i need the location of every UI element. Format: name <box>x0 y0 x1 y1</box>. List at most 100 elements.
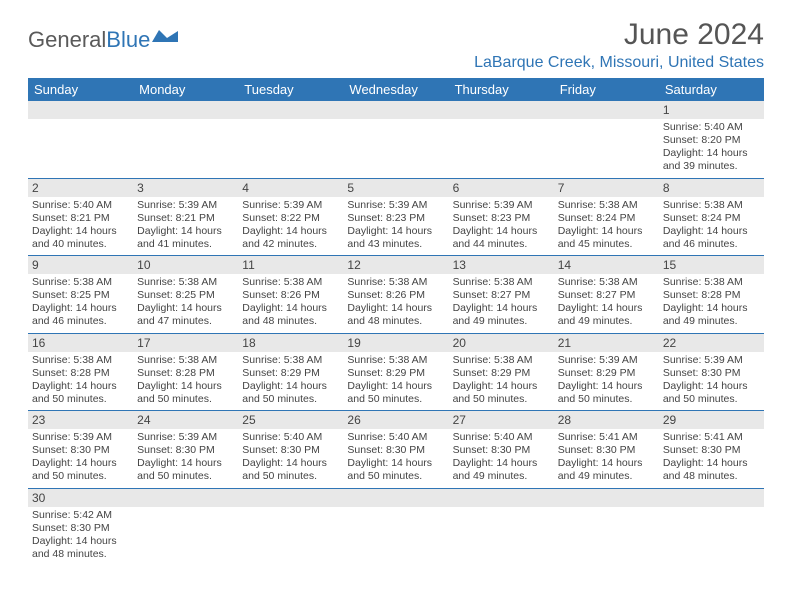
calendar-cell: 23Sunrise: 5:39 AMSunset: 8:30 PMDayligh… <box>28 411 133 489</box>
header-row: GeneralBlue June 2024 LaBarque Creek, Mi… <box>28 18 764 72</box>
calendar-cell <box>238 488 343 565</box>
daylight-text: Daylight: 14 hours <box>137 302 234 315</box>
daylight-text: Daylight: 14 hours <box>453 457 550 470</box>
calendar-cell: 13Sunrise: 5:38 AMSunset: 8:27 PMDayligh… <box>449 256 554 334</box>
sunset-text: Sunset: 8:30 PM <box>347 444 444 457</box>
calendar-week: 9Sunrise: 5:38 AMSunset: 8:25 PMDaylight… <box>28 256 764 334</box>
day-number-empty <box>28 101 133 119</box>
calendar-cell: 2Sunrise: 5:40 AMSunset: 8:21 PMDaylight… <box>28 178 133 256</box>
daylight-text: and 50 minutes. <box>32 393 129 406</box>
day-body: Sunrise: 5:38 AMSunset: 8:24 PMDaylight:… <box>659 197 764 256</box>
day-number-empty <box>238 101 343 119</box>
daylight-text: Daylight: 14 hours <box>453 225 550 238</box>
day-number-empty <box>133 101 238 119</box>
daylight-text: Daylight: 14 hours <box>242 457 339 470</box>
day-number-empty <box>343 489 448 507</box>
daylight-text: and 48 minutes. <box>242 315 339 328</box>
day-number: 14 <box>554 256 659 274</box>
daylight-text: and 50 minutes. <box>242 470 339 483</box>
calendar-week: 1Sunrise: 5:40 AMSunset: 8:20 PMDaylight… <box>28 101 764 178</box>
daylight-text: and 49 minutes. <box>663 315 760 328</box>
daylight-text: and 42 minutes. <box>242 238 339 251</box>
calendar-cell <box>659 488 764 565</box>
calendar-cell: 26Sunrise: 5:40 AMSunset: 8:30 PMDayligh… <box>343 411 448 489</box>
day-number: 12 <box>343 256 448 274</box>
daylight-text: Daylight: 14 hours <box>663 380 760 393</box>
day-body: Sunrise: 5:38 AMSunset: 8:28 PMDaylight:… <box>133 352 238 411</box>
day-number: 15 <box>659 256 764 274</box>
daylight-text: and 50 minutes. <box>558 393 655 406</box>
daylight-text: Daylight: 14 hours <box>347 225 444 238</box>
daylight-text: and 48 minutes. <box>347 315 444 328</box>
sunrise-text: Sunrise: 5:38 AM <box>32 276 129 289</box>
calendar-cell: 25Sunrise: 5:40 AMSunset: 8:30 PMDayligh… <box>238 411 343 489</box>
day-body: Sunrise: 5:38 AMSunset: 8:27 PMDaylight:… <box>449 274 554 333</box>
calendar-cell: 24Sunrise: 5:39 AMSunset: 8:30 PMDayligh… <box>133 411 238 489</box>
daylight-text: Daylight: 14 hours <box>558 457 655 470</box>
calendar-cell: 19Sunrise: 5:38 AMSunset: 8:29 PMDayligh… <box>343 333 448 411</box>
day-body: Sunrise: 5:39 AMSunset: 8:30 PMDaylight:… <box>133 429 238 488</box>
calendar-cell <box>343 101 448 178</box>
sunrise-text: Sunrise: 5:40 AM <box>663 121 760 134</box>
day-body: Sunrise: 5:38 AMSunset: 8:28 PMDaylight:… <box>28 352 133 411</box>
calendar-cell <box>343 488 448 565</box>
sunset-text: Sunset: 8:29 PM <box>242 367 339 380</box>
sunset-text: Sunset: 8:30 PM <box>32 444 129 457</box>
day-number: 13 <box>449 256 554 274</box>
day-number: 22 <box>659 334 764 352</box>
sunset-text: Sunset: 8:28 PM <box>32 367 129 380</box>
day-body: Sunrise: 5:38 AMSunset: 8:26 PMDaylight:… <box>343 274 448 333</box>
sunrise-text: Sunrise: 5:38 AM <box>242 276 339 289</box>
sunset-text: Sunset: 8:22 PM <box>242 212 339 225</box>
day-body: Sunrise: 5:40 AMSunset: 8:21 PMDaylight:… <box>28 197 133 256</box>
day-number: 11 <box>238 256 343 274</box>
sunrise-text: Sunrise: 5:41 AM <box>558 431 655 444</box>
sunset-text: Sunset: 8:20 PM <box>663 134 760 147</box>
calendar-cell: 9Sunrise: 5:38 AMSunset: 8:25 PMDaylight… <box>28 256 133 334</box>
day-header-saturday: Saturday <box>659 78 764 101</box>
day-number: 8 <box>659 179 764 197</box>
day-number: 29 <box>659 411 764 429</box>
calendar-cell: 3Sunrise: 5:39 AMSunset: 8:21 PMDaylight… <box>133 178 238 256</box>
calendar-cell: 22Sunrise: 5:39 AMSunset: 8:30 PMDayligh… <box>659 333 764 411</box>
day-body: Sunrise: 5:42 AMSunset: 8:30 PMDaylight:… <box>28 507 133 566</box>
sunset-text: Sunset: 8:30 PM <box>242 444 339 457</box>
calendar-cell: 8Sunrise: 5:38 AMSunset: 8:24 PMDaylight… <box>659 178 764 256</box>
calendar-cell: 10Sunrise: 5:38 AMSunset: 8:25 PMDayligh… <box>133 256 238 334</box>
daylight-text: Daylight: 14 hours <box>453 302 550 315</box>
daylight-text: Daylight: 14 hours <box>558 225 655 238</box>
calendar-cell: 14Sunrise: 5:38 AMSunset: 8:27 PMDayligh… <box>554 256 659 334</box>
day-header-sunday: Sunday <box>28 78 133 101</box>
day-number: 6 <box>449 179 554 197</box>
day-header-wednesday: Wednesday <box>343 78 448 101</box>
sunrise-text: Sunrise: 5:40 AM <box>32 199 129 212</box>
sunset-text: Sunset: 8:24 PM <box>663 212 760 225</box>
calendar-cell: 11Sunrise: 5:38 AMSunset: 8:26 PMDayligh… <box>238 256 343 334</box>
calendar-cell: 15Sunrise: 5:38 AMSunset: 8:28 PMDayligh… <box>659 256 764 334</box>
day-number: 20 <box>449 334 554 352</box>
day-body: Sunrise: 5:41 AMSunset: 8:30 PMDaylight:… <box>554 429 659 488</box>
calendar-cell: 16Sunrise: 5:38 AMSunset: 8:28 PMDayligh… <box>28 333 133 411</box>
calendar-week: 30Sunrise: 5:42 AMSunset: 8:30 PMDayligh… <box>28 488 764 565</box>
daylight-text: Daylight: 14 hours <box>32 302 129 315</box>
brand-part1: General <box>28 27 106 53</box>
day-body: Sunrise: 5:38 AMSunset: 8:27 PMDaylight:… <box>554 274 659 333</box>
day-header-monday: Monday <box>133 78 238 101</box>
day-number-empty <box>554 101 659 119</box>
day-body: Sunrise: 5:39 AMSunset: 8:23 PMDaylight:… <box>343 197 448 256</box>
daylight-text: Daylight: 14 hours <box>663 147 760 160</box>
daylight-text: and 50 minutes. <box>32 470 129 483</box>
day-body: Sunrise: 5:39 AMSunset: 8:22 PMDaylight:… <box>238 197 343 256</box>
day-header-tuesday: Tuesday <box>238 78 343 101</box>
sunrise-text: Sunrise: 5:40 AM <box>347 431 444 444</box>
calendar-cell <box>449 101 554 178</box>
day-number-empty <box>343 101 448 119</box>
sunrise-text: Sunrise: 5:38 AM <box>663 276 760 289</box>
sunset-text: Sunset: 8:23 PM <box>347 212 444 225</box>
sunset-text: Sunset: 8:25 PM <box>137 289 234 302</box>
day-number: 23 <box>28 411 133 429</box>
daylight-text: and 47 minutes. <box>137 315 234 328</box>
day-body: Sunrise: 5:40 AMSunset: 8:30 PMDaylight:… <box>343 429 448 488</box>
calendar-cell: 12Sunrise: 5:38 AMSunset: 8:26 PMDayligh… <box>343 256 448 334</box>
sunset-text: Sunset: 8:24 PM <box>558 212 655 225</box>
